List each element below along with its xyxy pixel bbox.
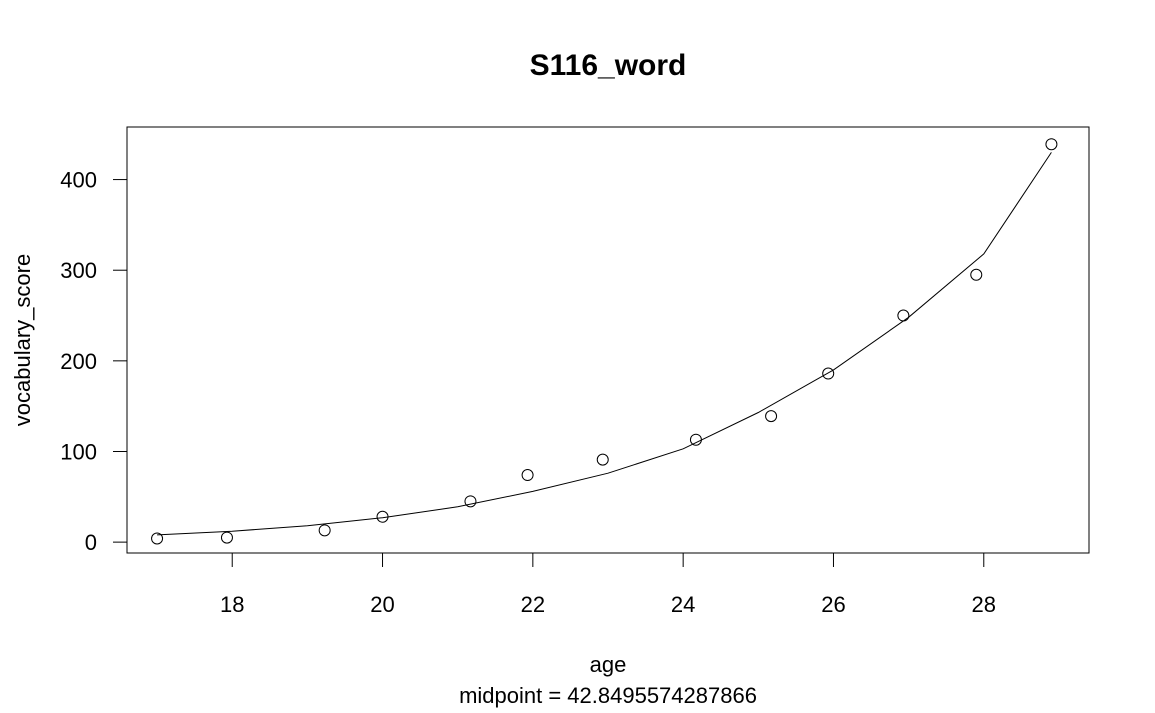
x-tick-label: 18 [220, 592, 244, 617]
data-point [596, 453, 609, 466]
x-axis-subtitle: midpoint = 42.8495574287866 [459, 683, 757, 708]
data-point [376, 510, 389, 523]
x-tick-label: 28 [972, 592, 996, 617]
data-point [521, 469, 534, 482]
data-point [1045, 138, 1058, 151]
plot-frame [126, 126, 1090, 554]
data-point [689, 433, 702, 446]
data-point [765, 410, 778, 423]
data-point [970, 268, 983, 281]
fitted-curve [157, 152, 1052, 536]
x-axis: 18 20 22 24 26 28 [220, 552, 996, 617]
x-axis-label: age [590, 652, 627, 677]
y-tick-label: 0 [85, 530, 97, 555]
data-point [464, 495, 477, 508]
data-point [151, 532, 164, 545]
x-tick-label: 24 [671, 592, 695, 617]
x-tick-label: 26 [821, 592, 845, 617]
data-point [897, 309, 910, 322]
data-points [151, 138, 1058, 545]
y-axis: 0 100 200 300 400 [60, 168, 128, 555]
y-tick-label: 300 [60, 258, 97, 283]
data-point [220, 531, 233, 544]
y-tick-label: 100 [60, 439, 97, 464]
chart-title: S116_word [530, 49, 687, 82]
data-point [822, 367, 835, 380]
y-tick-label: 200 [60, 349, 97, 374]
y-axis-label: vocabulary_score [10, 254, 35, 426]
x-tick-label: 20 [370, 592, 394, 617]
x-tick-label: 22 [521, 592, 545, 617]
data-point [318, 524, 331, 537]
y-tick-label: 400 [60, 168, 97, 193]
